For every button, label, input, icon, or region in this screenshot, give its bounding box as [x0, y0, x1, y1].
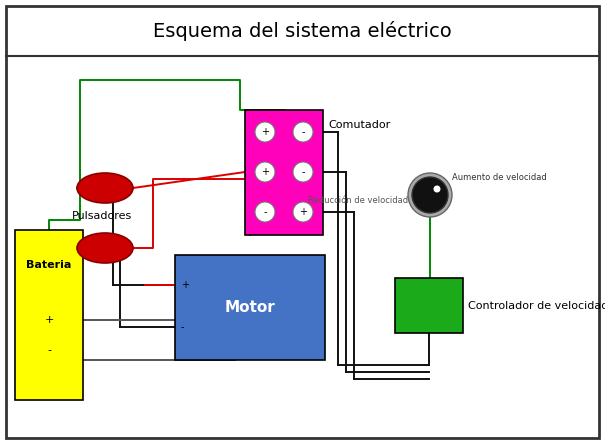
Circle shape [293, 122, 313, 142]
Text: -: - [301, 167, 305, 177]
Text: +: + [299, 207, 307, 217]
Bar [395, 278, 463, 333]
Text: Motor: Motor [224, 300, 275, 315]
Text: +: + [44, 315, 54, 325]
Circle shape [434, 186, 440, 193]
Text: Reducción de velocidad: Reducción de velocidad [308, 195, 408, 205]
Text: +: + [181, 280, 189, 290]
Text: +: + [261, 167, 269, 177]
Circle shape [293, 162, 313, 182]
Text: Esquema del sistema eléctrico: Esquema del sistema eléctrico [153, 21, 452, 41]
Bar [15, 230, 83, 400]
Circle shape [255, 202, 275, 222]
Text: Controlador de velocidad: Controlador de velocidad [468, 301, 605, 310]
Circle shape [408, 173, 452, 217]
Ellipse shape [77, 173, 133, 203]
Text: -: - [301, 127, 305, 137]
Text: Comutador: Comutador [328, 120, 390, 130]
Text: +: + [261, 127, 269, 137]
Circle shape [255, 162, 275, 182]
Ellipse shape [77, 233, 133, 263]
Bar [175, 255, 325, 360]
Circle shape [412, 177, 448, 213]
Bar [245, 110, 323, 235]
Text: -: - [47, 345, 51, 355]
Text: -: - [181, 322, 185, 332]
Text: -: - [263, 207, 267, 217]
Circle shape [293, 202, 313, 222]
Text: Aumento de velocidad: Aumento de velocidad [452, 173, 547, 182]
Text: Bateria: Bateria [26, 260, 71, 270]
Text: Pulsadores: Pulsadores [72, 211, 132, 221]
Circle shape [255, 122, 275, 142]
